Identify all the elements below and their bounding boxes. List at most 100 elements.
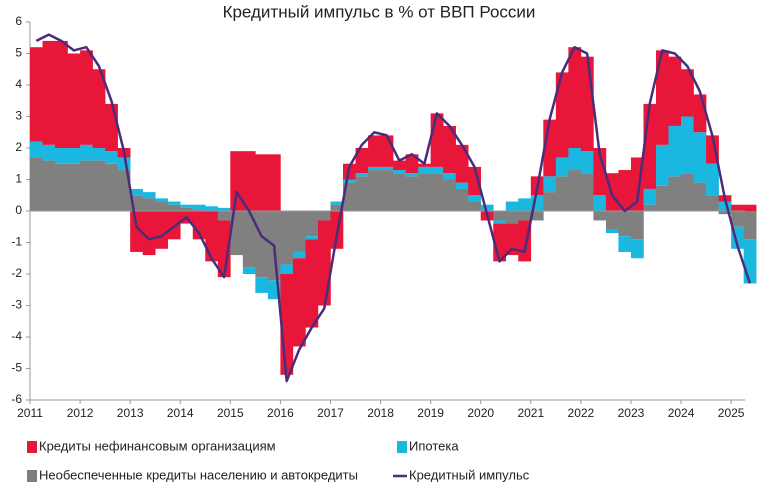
bar bbox=[242, 267, 256, 274]
y-tick-label: -2 bbox=[11, 266, 22, 280]
bar bbox=[55, 40, 68, 148]
bar bbox=[393, 170, 406, 174]
x-tick-label: 2012 bbox=[67, 406, 94, 420]
bar bbox=[192, 211, 206, 240]
bar bbox=[418, 166, 431, 174]
x-tick-label: 2022 bbox=[568, 406, 595, 420]
bar bbox=[668, 56, 682, 126]
bar bbox=[42, 40, 56, 145]
bar bbox=[380, 170, 394, 211]
bar bbox=[230, 211, 244, 256]
bar bbox=[405, 173, 419, 177]
bar bbox=[255, 277, 269, 293]
bar bbox=[368, 166, 381, 171]
bar bbox=[292, 211, 306, 252]
bar bbox=[142, 211, 156, 256]
legend-label: Кредитный импульс bbox=[409, 467, 530, 482]
bar bbox=[117, 170, 131, 211]
bar bbox=[192, 204, 206, 210]
bar bbox=[343, 179, 356, 183]
bar bbox=[355, 176, 369, 211]
bar bbox=[368, 170, 381, 211]
bar bbox=[643, 204, 657, 211]
bar bbox=[580, 173, 594, 211]
bar bbox=[92, 160, 106, 211]
bar bbox=[292, 258, 306, 347]
bar bbox=[405, 176, 419, 211]
bar bbox=[468, 166, 482, 196]
bar bbox=[330, 201, 344, 205]
bar bbox=[418, 163, 431, 167]
bar bbox=[443, 125, 456, 174]
bar bbox=[618, 236, 632, 252]
bar bbox=[580, 56, 594, 152]
bar bbox=[242, 151, 256, 211]
bar bbox=[30, 141, 43, 158]
legend: Кредиты нефинансовым организациям Ипотека… bbox=[27, 438, 530, 482]
bar bbox=[593, 148, 607, 196]
x-tick-label: 2019 bbox=[417, 406, 444, 420]
bar bbox=[405, 154, 419, 174]
y-tick-label: -1 bbox=[11, 235, 22, 249]
bar bbox=[192, 209, 206, 211]
bar bbox=[217, 207, 231, 211]
bar bbox=[142, 192, 156, 199]
bar bbox=[706, 195, 719, 211]
bar bbox=[180, 204, 194, 208]
bar bbox=[530, 211, 544, 221]
bar bbox=[480, 204, 494, 211]
bar bbox=[455, 188, 469, 211]
bar bbox=[518, 211, 532, 221]
bar bbox=[430, 173, 444, 211]
bar bbox=[230, 151, 244, 211]
bar bbox=[205, 206, 219, 211]
x-tick-label: 2024 bbox=[668, 406, 695, 420]
bar bbox=[130, 211, 143, 252]
bar bbox=[706, 163, 719, 196]
bar bbox=[543, 176, 557, 193]
bar bbox=[30, 47, 43, 142]
bar bbox=[418, 173, 431, 211]
bar bbox=[718, 211, 732, 215]
bar bbox=[493, 220, 507, 224]
bar bbox=[468, 201, 482, 211]
bar bbox=[105, 103, 118, 152]
legend-label: Кредиты нефинансовым организациям bbox=[39, 438, 276, 453]
bar bbox=[242, 211, 256, 268]
bar bbox=[455, 144, 469, 183]
bar bbox=[155, 198, 169, 202]
bar bbox=[443, 173, 456, 180]
y-tick-label: 3 bbox=[15, 109, 22, 123]
x-tick-label: 2013 bbox=[117, 406, 144, 420]
bar bbox=[217, 211, 231, 221]
bar bbox=[380, 166, 394, 171]
legend-label: Необеспеченные кредиты населению и авток… bbox=[39, 467, 358, 482]
legend-swatch bbox=[397, 441, 407, 453]
bar bbox=[468, 195, 482, 202]
bar bbox=[130, 188, 143, 196]
bar bbox=[180, 207, 194, 211]
legend-label: Ипотека bbox=[409, 438, 459, 453]
bar bbox=[67, 163, 81, 211]
bar bbox=[668, 125, 682, 177]
bar bbox=[67, 148, 81, 164]
bar bbox=[167, 204, 181, 211]
bar bbox=[593, 195, 607, 211]
bar bbox=[67, 53, 81, 148]
bar bbox=[455, 182, 469, 189]
bar bbox=[305, 239, 319, 328]
bar bbox=[555, 72, 569, 158]
bar bbox=[155, 211, 169, 249]
y-tick-label: -3 bbox=[11, 298, 22, 312]
bar bbox=[317, 220, 331, 306]
bar bbox=[142, 198, 156, 211]
bar bbox=[668, 176, 682, 211]
bar bbox=[493, 211, 507, 221]
bar bbox=[593, 211, 607, 221]
bar bbox=[430, 166, 444, 174]
bar bbox=[630, 239, 644, 259]
legend-swatch bbox=[27, 470, 37, 482]
bar bbox=[605, 229, 619, 234]
y-tick-label: 4 bbox=[15, 77, 22, 91]
x-tick-label: 2021 bbox=[517, 406, 544, 420]
